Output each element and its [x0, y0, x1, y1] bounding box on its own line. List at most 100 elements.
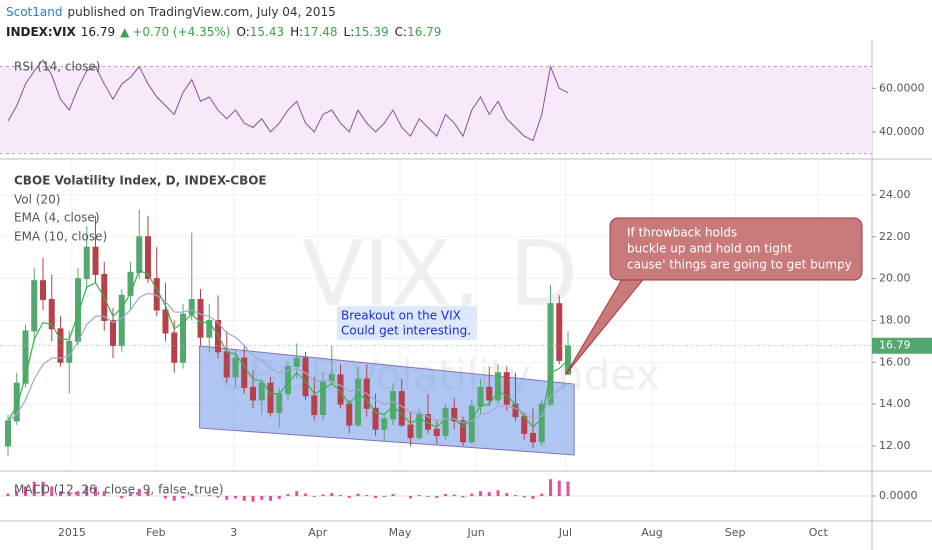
macd-bar — [41, 481, 45, 496]
macd-bar — [94, 486, 98, 496]
pane-title: CBOE Volatility Index, D, INDEX-CBOE — [14, 174, 267, 188]
macd-bar — [339, 495, 343, 496]
candle-body — [267, 382, 274, 413]
candle-body — [153, 278, 160, 311]
x-tick-label: Jul — [558, 526, 572, 539]
candle-body — [355, 378, 362, 426]
callout-text: buckle up and hold on tight — [627, 242, 792, 256]
candle-body — [328, 374, 335, 382]
callout-mend — [625, 274, 645, 279]
candle-body — [433, 428, 440, 436]
candle-body — [145, 236, 152, 280]
candle-body — [346, 403, 353, 426]
macd-bar — [382, 496, 386, 497]
candle-body — [232, 357, 239, 378]
x-tick-label: Feb — [146, 526, 165, 539]
callout-text: If throwback holds — [627, 226, 737, 240]
panes: 2015 Feb 3 Apr May Jun Jul Aug Sep Oct 40.0000 60.0… — [0, 40, 932, 550]
candle-body — [162, 309, 169, 334]
close-label: C: — [395, 25, 407, 39]
macd-bar — [365, 495, 369, 496]
author[interactable]: Scot1and — [6, 5, 62, 19]
y-tick-label: 12.00 — [879, 439, 911, 452]
open: 15.43 — [250, 25, 284, 39]
legend-entry: EMA (10, close) — [14, 230, 107, 244]
macd-bar — [321, 494, 325, 496]
candle-body — [486, 386, 493, 401]
macd-bar — [242, 496, 246, 501]
candle-body — [477, 386, 484, 407]
low-label: L: — [344, 25, 355, 39]
y-tick-label: 22.00 — [879, 230, 911, 243]
macd-bar — [505, 493, 509, 496]
candle-body — [250, 386, 257, 401]
published: published on TradingView.com, July 04, 2… — [67, 5, 335, 19]
macd-bar — [225, 496, 229, 500]
y-tick-label: 0.0000 — [879, 489, 918, 502]
macd-bar — [102, 491, 106, 496]
macd-bar — [6, 493, 10, 496]
candle-body — [180, 313, 187, 363]
macd-bar — [172, 496, 176, 501]
macd-bar — [347, 496, 351, 498]
candle-body — [127, 271, 134, 296]
candle-body — [503, 372, 510, 405]
x-tick-label: Aug — [641, 526, 662, 539]
macd-bar — [514, 495, 518, 496]
y-tick-label: 14.00 — [879, 397, 911, 410]
candle-body — [83, 246, 90, 280]
high-label: H: — [290, 25, 303, 39]
candle-body — [110, 319, 117, 347]
candle-body — [530, 432, 537, 443]
macd-bar — [129, 493, 133, 496]
macd-bar — [286, 494, 290, 496]
macd-bar — [67, 493, 71, 496]
candle-body — [468, 405, 475, 443]
note-text: Breakout on the VIX — [341, 309, 461, 323]
candle-body — [398, 391, 405, 426]
y-tick-label: 20.00 — [879, 272, 911, 285]
candle-body — [442, 407, 449, 436]
x-tick-label: Apr — [308, 526, 328, 539]
macd-bar — [58, 491, 62, 496]
candle-body — [223, 351, 230, 378]
macd-bar — [207, 495, 211, 496]
ema-line — [7, 269, 569, 428]
candle-body — [416, 414, 423, 439]
candle-body — [258, 382, 265, 401]
candle-body — [495, 372, 502, 401]
macd-bar — [120, 496, 124, 499]
candle-body — [547, 303, 554, 405]
low: 15.39 — [354, 25, 388, 39]
legend-entry: EMA (4, close) — [14, 211, 100, 225]
macd-bar — [330, 493, 334, 496]
last-price: 16.79 — [81, 25, 115, 39]
macd-bar — [277, 496, 281, 499]
pane-title: MACD (12, 26, close, 9, false, true) — [14, 483, 224, 497]
close: 16.79 — [407, 25, 441, 39]
rsi-line — [7, 59, 569, 142]
callout-box — [609, 217, 863, 281]
note-text: Could get interesting. — [341, 324, 471, 338]
candle-body — [4, 420, 11, 447]
macd-bar — [295, 491, 299, 496]
high: 17.48 — [303, 25, 337, 39]
candle-body — [320, 380, 327, 416]
candle-body — [171, 332, 178, 363]
note-box — [337, 306, 477, 340]
macd-bar — [409, 496, 413, 499]
candle-body — [381, 418, 388, 430]
macd-bar — [566, 481, 570, 496]
ema-line — [7, 292, 569, 424]
pane-title: RSI (14, close) — [14, 60, 100, 74]
candle-body — [293, 357, 300, 367]
macd-bar — [549, 479, 553, 496]
macd-bar — [470, 493, 474, 496]
candle-body — [13, 382, 20, 422]
candle-body — [66, 340, 73, 363]
macd-bar — [312, 496, 316, 497]
y-tick-label: 18.00 — [879, 313, 911, 326]
y-tick-label: 40.0000 — [879, 125, 925, 138]
macd-bar — [496, 490, 500, 496]
